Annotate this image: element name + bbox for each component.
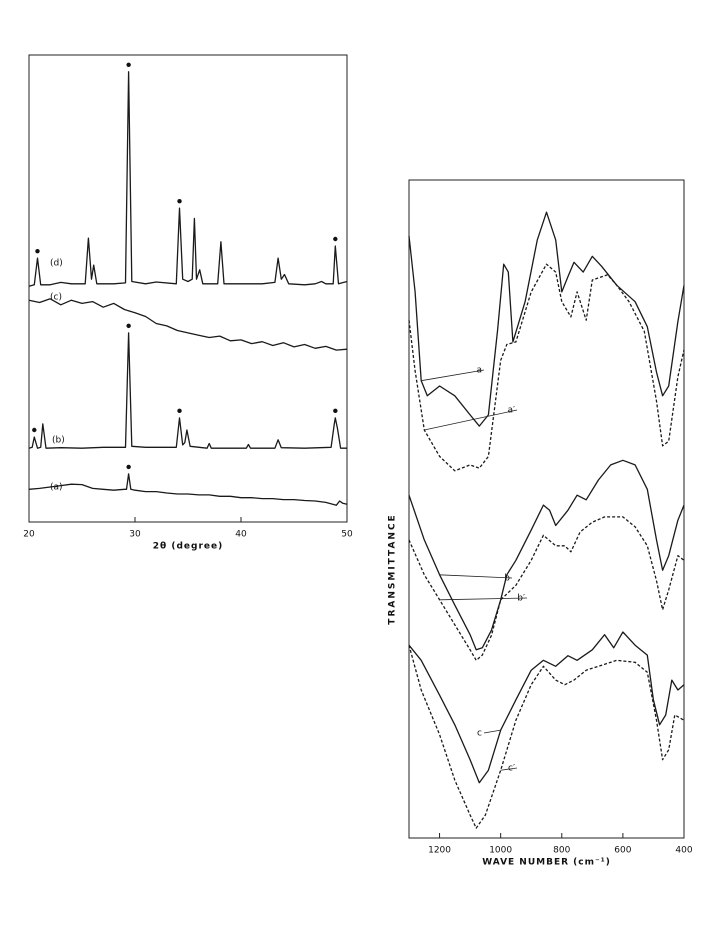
peak-marker [35, 248, 40, 254]
label-leader [424, 409, 518, 431]
label-leader [500, 767, 518, 771]
y-axis-label: TRANSMITTANCE [388, 513, 398, 624]
plot-frame [28, 54, 348, 523]
series-label: (c) [50, 293, 62, 303]
label-leader [483, 729, 501, 734]
spectrum-line [408, 645, 685, 829]
x-axis-label: 2θ (degree) [153, 542, 223, 552]
spectrum-line [28, 298, 348, 351]
spectrum-line [408, 516, 685, 661]
label-leader [439, 574, 513, 579]
series-label: (b) [52, 436, 65, 446]
series-label: (a) [50, 483, 63, 493]
spectrum-line [408, 631, 685, 784]
series-label: (d) [50, 259, 63, 269]
series-label: c [477, 729, 482, 739]
spectrum-line [408, 459, 685, 651]
x-tick-label: 1200 [428, 846, 451, 856]
x-axis-label: WAVE NUMBER (cm⁻¹) [482, 858, 611, 868]
peak-marker [126, 62, 131, 68]
peak-marker [177, 198, 182, 204]
label-leader [421, 369, 485, 382]
peak-marker [177, 408, 182, 414]
x-tick-label: 600 [614, 846, 631, 856]
x-tick-label: 30 [129, 530, 141, 540]
spectrum-line [28, 71, 348, 287]
x-tick-label: 400 [675, 846, 692, 856]
plot-frame [408, 179, 685, 839]
spectrum-line [28, 332, 347, 449]
series-label: b [504, 574, 510, 584]
label-leader [439, 597, 528, 601]
spectrum-line [28, 473, 348, 506]
spectrum-line [408, 263, 685, 472]
peak-marker [126, 323, 131, 329]
x-tick-label: 1000 [489, 846, 512, 856]
x-tick-label: 20 [23, 530, 35, 540]
peak-marker [333, 236, 338, 242]
series-label: a′ [507, 406, 515, 416]
peak-marker [333, 408, 338, 414]
spectrum-line [408, 211, 685, 427]
x-tick-label: 50 [341, 530, 353, 540]
peak-marker [32, 427, 37, 433]
x-tick-label: 40 [235, 530, 247, 540]
x-tick-label: 800 [553, 846, 570, 856]
peak-marker [126, 464, 131, 470]
